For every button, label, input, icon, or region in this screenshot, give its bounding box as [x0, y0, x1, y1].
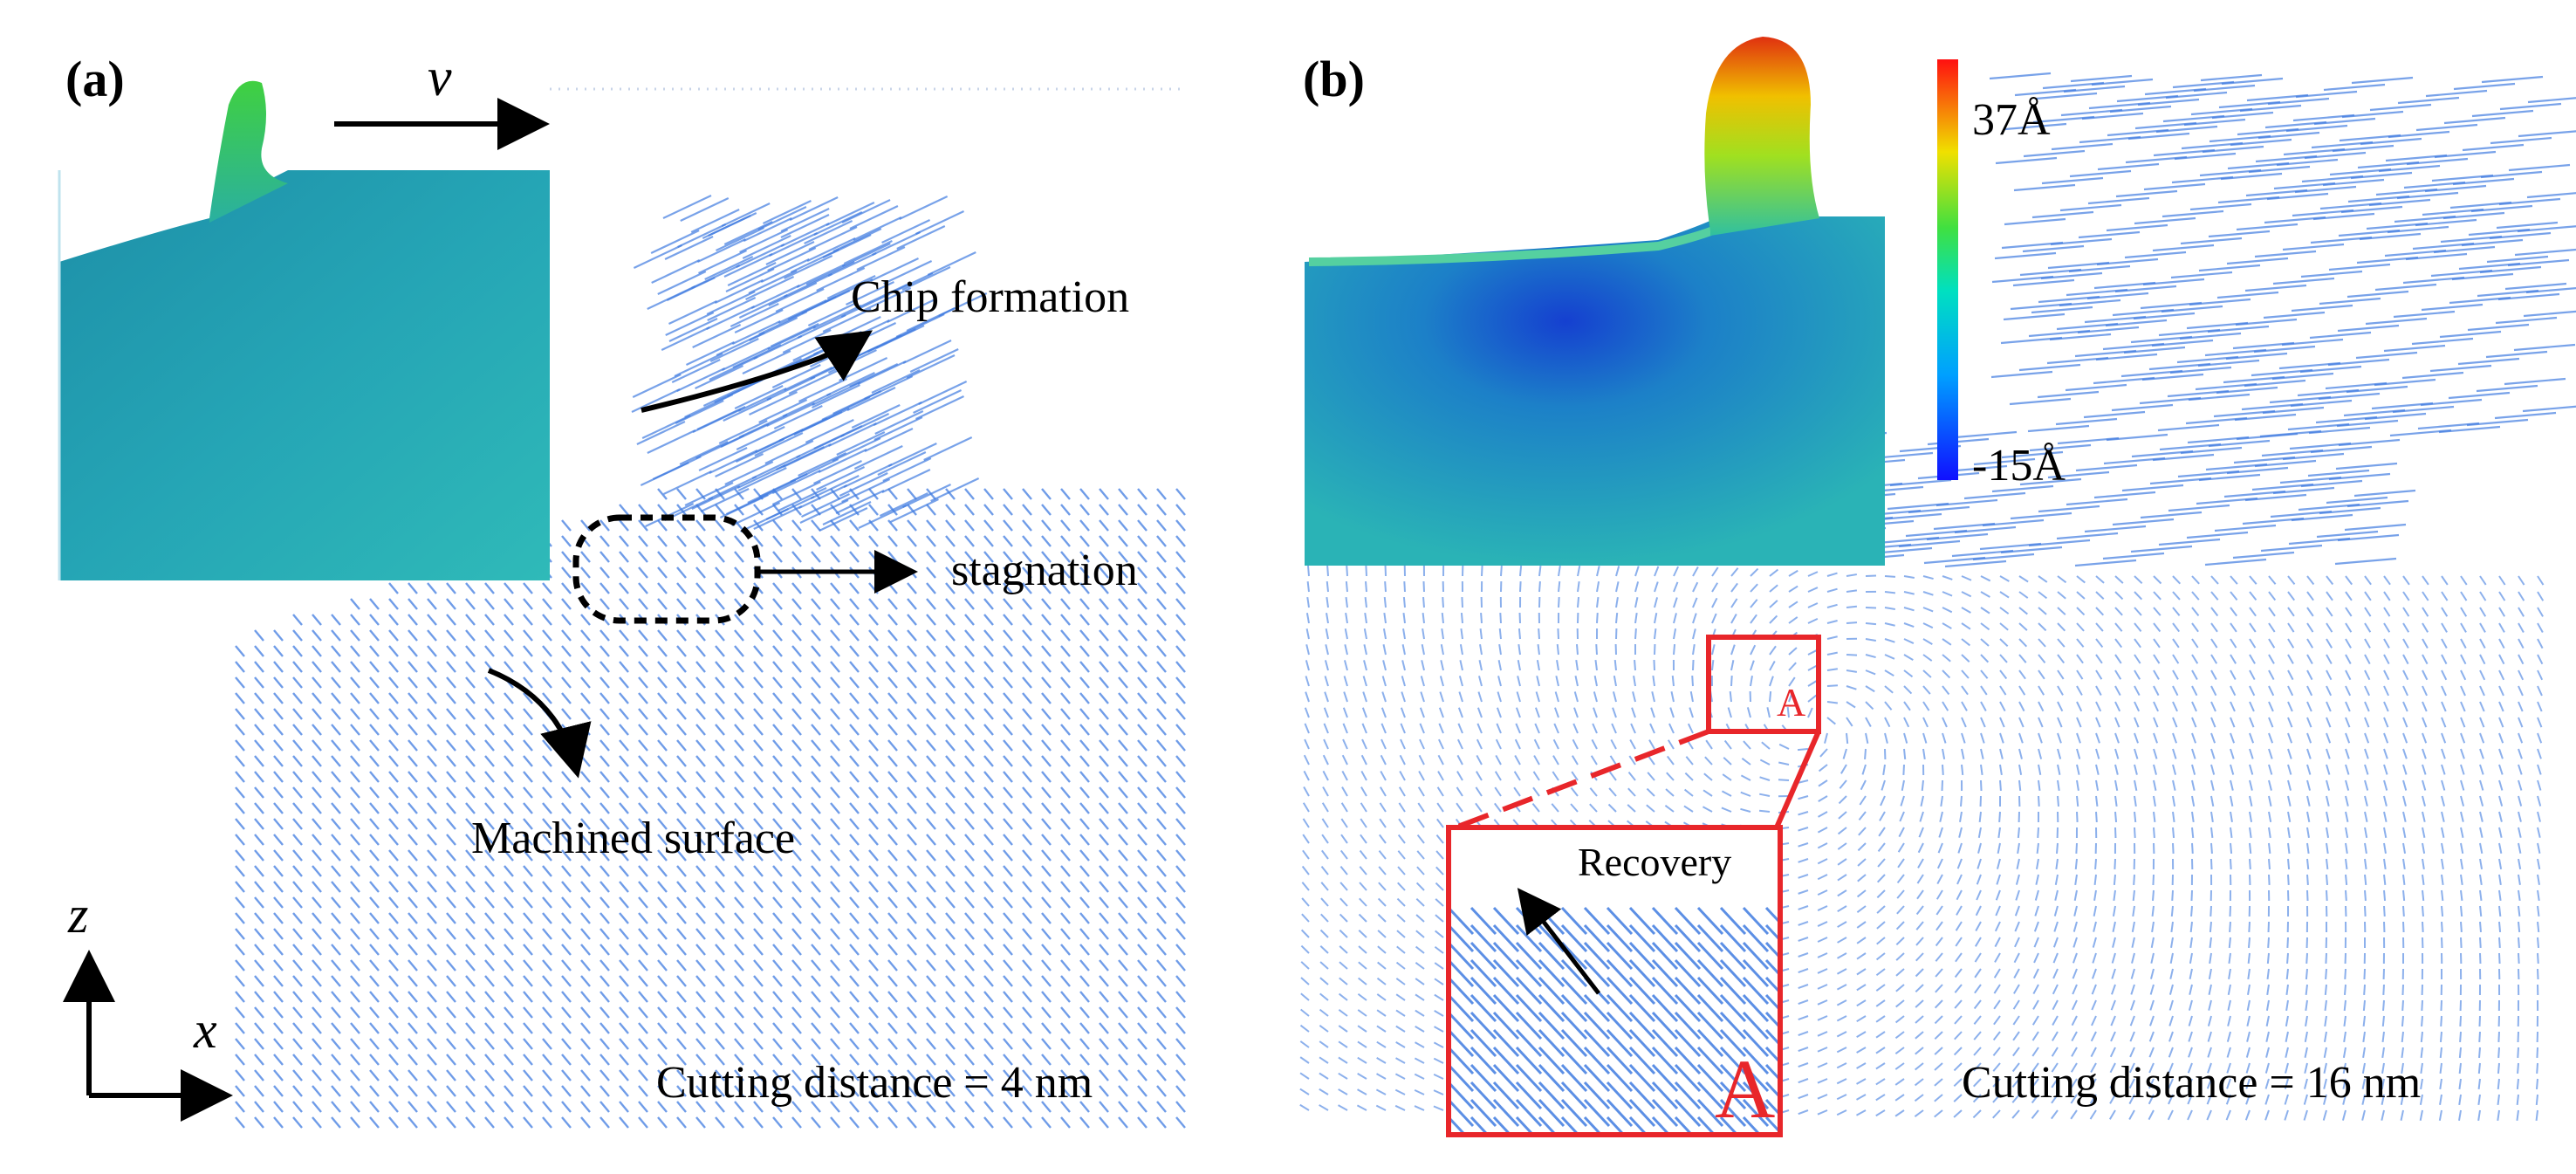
panel-b-inset: [1305, 37, 1885, 566]
panel-b-caption: Cutting distance = 16 nm: [1962, 1058, 2422, 1108]
inset-a-label: A: [1715, 1042, 1776, 1136]
velocity-symbol: v: [428, 48, 452, 107]
panel-b-displacement-field: [1299, 565, 2545, 1122]
stagnation-region-outline: [572, 514, 761, 624]
zoom-inset-frame: [1446, 825, 1783, 1137]
zoom-dashed-line: [1454, 729, 1710, 830]
recovery-label: Recovery: [1578, 840, 1732, 884]
z-axis-label: z: [68, 886, 89, 944]
chip-formation-label: Chip formation: [851, 272, 1130, 322]
recovery-arrow: [1517, 888, 1600, 995]
chip-flow-arrow: [641, 330, 873, 413]
colorbar: [1937, 59, 1958, 480]
x-axis-label: x: [194, 1001, 217, 1059]
zoom-inset-field: [1449, 906, 1780, 1135]
panel-a-label: (a): [65, 51, 125, 107]
panel-a-inset: [58, 80, 550, 580]
machined-surface-arrow: [487, 668, 592, 779]
zoom-solid-line: [1774, 730, 1821, 829]
colorbar-min-label: -15Å: [1972, 441, 2066, 491]
panel-a-displacement-field: [235, 488, 1186, 1129]
colorbar-max-label: 37Å: [1972, 95, 2051, 145]
region-a-label: A: [1777, 680, 1806, 724]
panel-a-caption: Cutting distance = 4 nm: [656, 1058, 1093, 1108]
stagnation-label: stagnation: [951, 546, 1138, 595]
panel-b-chip-vectors: [1815, 72, 2576, 568]
machined-surface-label: Machined surface: [471, 814, 796, 863]
panel-b-label: (b): [1303, 51, 1365, 107]
region-a-box: [1706, 635, 1821, 734]
